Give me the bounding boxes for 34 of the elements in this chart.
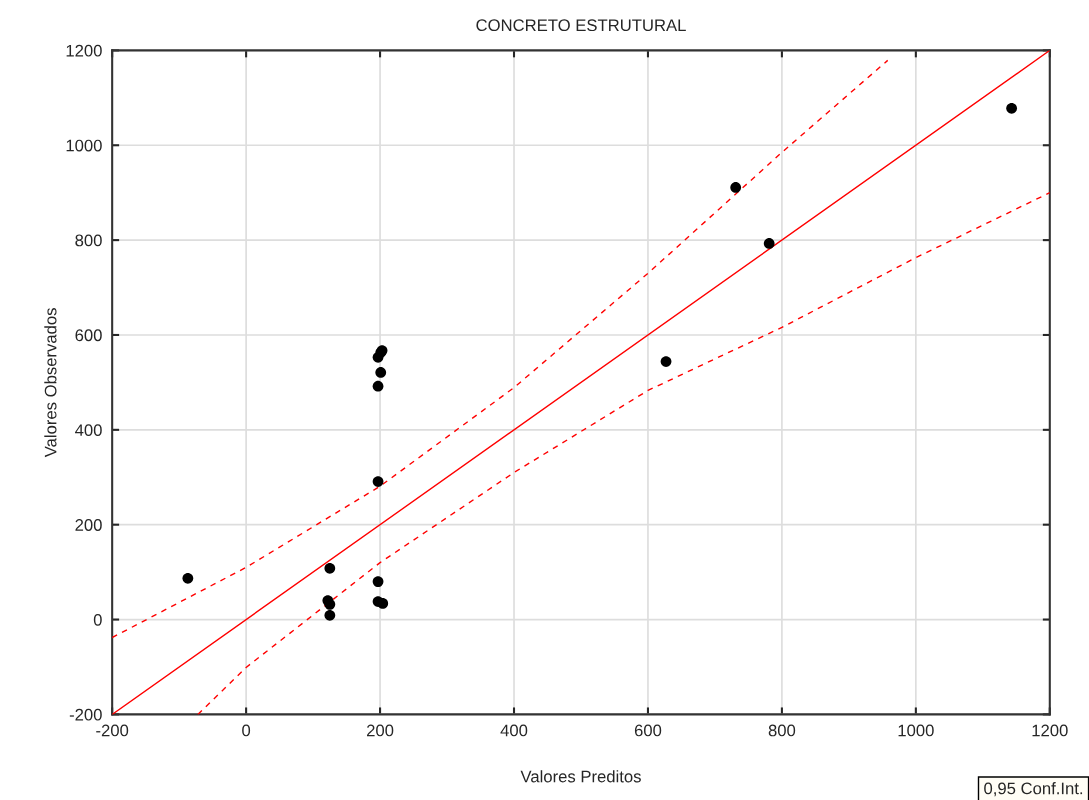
- x-tick-label: 600: [634, 724, 662, 737]
- point: [372, 380, 384, 392]
- x-tick-label: 0: [242, 724, 251, 737]
- point: [182, 572, 194, 584]
- point: [324, 609, 336, 621]
- x-tick-label: 200: [367, 724, 394, 737]
- chart-title: CONCRETO ESTRUTURAL: [476, 19, 686, 32]
- point: [324, 562, 336, 574]
- point: [372, 576, 384, 587]
- y-tick-label: 200: [75, 519, 102, 531]
- x-axis-title: Valores Preditos: [520, 770, 641, 783]
- x-tick-label: 400: [500, 724, 528, 737]
- y-tick-label: 400: [75, 424, 102, 437]
- x-tick-label: 800: [768, 724, 796, 737]
- line-series: [197, 191, 1050, 715]
- line-series: [112, 59, 889, 639]
- y-tick-label: 800: [75, 234, 102, 247]
- y-tick-label: 1000: [66, 139, 102, 152]
- y-tick-label: 600: [75, 329, 102, 342]
- y-tick-label: 0: [93, 613, 102, 626]
- point: [377, 598, 389, 609]
- point: [1006, 102, 1017, 114]
- point: [375, 367, 387, 378]
- x-tick-label: -200: [96, 724, 129, 737]
- text: 0,95 Conf.Int.: [984, 782, 1083, 797]
- y-axis-title: Valores Observados: [44, 308, 57, 458]
- y-tick-label: -200: [69, 708, 102, 721]
- point: [763, 238, 775, 249]
- x-tick-label: 1000: [898, 724, 934, 737]
- point: [730, 182, 742, 193]
- x-tick-label: 1200: [1032, 724, 1068, 737]
- y-tick-label: 1200: [66, 44, 102, 57]
- point: [660, 356, 672, 367]
- point: [372, 476, 384, 487]
